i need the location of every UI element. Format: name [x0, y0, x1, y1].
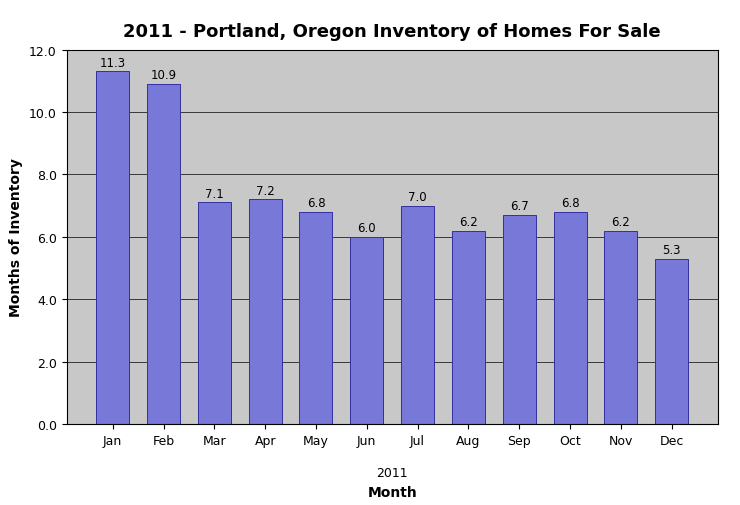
- Text: 6.8: 6.8: [306, 197, 326, 210]
- Text: 6.8: 6.8: [561, 197, 579, 210]
- Bar: [198, 203, 231, 424]
- Text: 7.1: 7.1: [205, 188, 223, 200]
- Bar: [249, 200, 282, 424]
- Bar: [300, 213, 332, 424]
- Bar: [554, 213, 587, 424]
- Text: 11.3: 11.3: [100, 57, 126, 70]
- Text: 7.2: 7.2: [256, 184, 275, 197]
- Text: 10.9: 10.9: [150, 69, 177, 82]
- Text: Month: Month: [367, 485, 417, 499]
- Title: 2011 - Portland, Oregon Inventory of Homes For Sale: 2011 - Portland, Oregon Inventory of Hom…: [124, 23, 661, 40]
- Bar: [96, 72, 130, 424]
- Text: 6.2: 6.2: [611, 216, 630, 229]
- Y-axis label: Months of Inventory: Months of Inventory: [10, 158, 24, 317]
- Text: 2011: 2011: [377, 466, 408, 479]
- Bar: [502, 216, 536, 424]
- Bar: [452, 231, 485, 424]
- Text: 6.2: 6.2: [459, 216, 478, 229]
- Bar: [350, 237, 383, 424]
- Text: 5.3: 5.3: [662, 244, 681, 257]
- Bar: [147, 85, 180, 424]
- Bar: [655, 259, 688, 424]
- Bar: [401, 206, 434, 424]
- Text: 6.7: 6.7: [510, 200, 528, 213]
- Text: 6.0: 6.0: [357, 222, 376, 235]
- Bar: [605, 231, 637, 424]
- Text: 7.0: 7.0: [408, 191, 427, 204]
